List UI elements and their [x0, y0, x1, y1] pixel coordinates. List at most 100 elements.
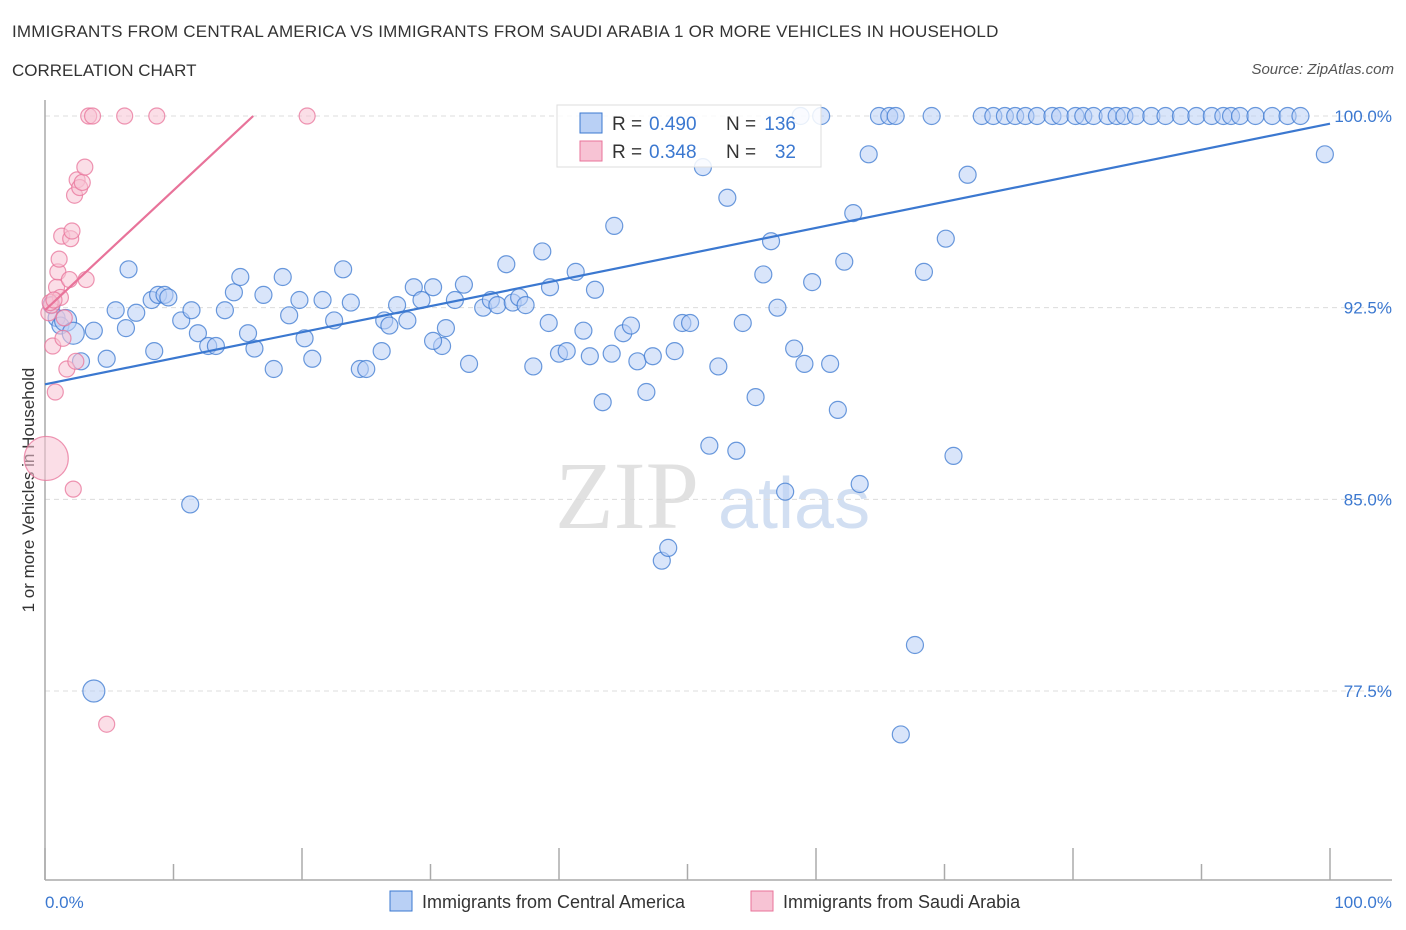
- scatter-point-central-america: [539, 313, 558, 333]
- watermark-atlas: atlas: [718, 464, 870, 544]
- chart-title: IMMIGRANTS FROM CENTRAL AMERICA VS IMMIG…: [12, 22, 999, 41]
- scatter-point-central-america: [905, 635, 925, 655]
- stats-legend-swatch-pink: [579, 140, 603, 162]
- scatter-point-central-america: [295, 329, 314, 348]
- scatter-point-central-america: [602, 344, 621, 363]
- scatter-point-saudi-arabia: [148, 107, 166, 125]
- scatter-point-saudi-arabia: [23, 435, 69, 482]
- scatter-point-central-america: [224, 283, 243, 302]
- scatter-point-central-america: [334, 260, 353, 279]
- series-legend: Immigrants from Central America Immigran…: [389, 890, 1021, 912]
- stats-legend-r-value-1: 0.348: [649, 142, 697, 163]
- legend-label-central-america: Immigrants from Central America: [422, 892, 686, 912]
- scatter-point-saudi-arabia: [46, 383, 64, 401]
- scatter-point-saudi-arabia: [83, 107, 102, 125]
- x-tick-label-max: 100.0%: [1334, 893, 1392, 912]
- scatter-point-central-america: [605, 216, 624, 235]
- legend-swatch-saudi-arabia: [750, 890, 774, 912]
- scatter-point-central-america: [785, 339, 804, 358]
- scatter-point-central-america: [914, 262, 934, 281]
- scatter-point-central-america: [585, 280, 605, 299]
- scatter-point-central-america: [637, 382, 656, 402]
- scatter-point-central-america: [215, 301, 234, 320]
- source-credit: Source: ZipAtlas.com: [1251, 61, 1394, 78]
- scatter-point-central-america: [516, 296, 535, 315]
- scatter-point-central-america: [828, 400, 847, 419]
- scatter-point-saudi-arabia: [298, 107, 316, 125]
- scatter-point-central-america: [372, 342, 391, 361]
- y-tick-label: 100.0%: [1334, 107, 1392, 126]
- scatter-point-central-america: [733, 313, 752, 333]
- scatter-point-central-america: [754, 265, 773, 284]
- stats-legend: R = 0.490 N = 136 R = 0.348 N = 32: [556, 104, 822, 168]
- scatter-point-central-america: [1051, 106, 1070, 126]
- x-tick-label-min: 0.0%: [45, 893, 84, 912]
- scatter-point-central-america: [574, 321, 593, 340]
- stats-legend-n-value-0: 136: [764, 114, 796, 135]
- scatter-point-central-america: [280, 306, 299, 325]
- scatter-point-central-america: [593, 393, 612, 412]
- scatter-point-central-america: [776, 482, 795, 501]
- scatter-point-central-america: [859, 145, 878, 164]
- scatter-point-central-america: [97, 349, 116, 368]
- scatter-point-central-america: [643, 347, 662, 366]
- scatter-point-central-america: [680, 313, 700, 333]
- scatter-point-central-america: [127, 303, 146, 322]
- scatter-point-central-america: [459, 354, 479, 373]
- scatter-point-central-america: [746, 388, 765, 407]
- stats-legend-r-value-0: 0.490: [649, 114, 697, 135]
- scatter-point-central-america: [795, 354, 814, 373]
- scatter-point-central-america: [1246, 106, 1265, 126]
- scatter-point-saudi-arabia: [98, 715, 116, 733]
- series-central-america-points: [42, 106, 1334, 744]
- scatter-point-central-america: [533, 242, 552, 261]
- y-tick-label: 85.0%: [1344, 490, 1392, 509]
- scatter-point-central-america: [700, 436, 719, 455]
- scatter-point-central-america: [454, 275, 474, 294]
- trendline-central-america: [44, 122, 1331, 386]
- scatter-point-central-america: [231, 267, 250, 287]
- stats-legend-r-label-1: R =: [612, 142, 642, 163]
- scatter-point-central-america: [1156, 106, 1175, 126]
- scatter-point-central-america: [238, 324, 258, 343]
- scatter-point-central-america: [835, 252, 854, 271]
- series-saudi-arabia-points: [23, 107, 316, 733]
- scatter-point-central-america: [1187, 106, 1206, 126]
- scatter-point-saudi-arabia: [64, 480, 82, 498]
- stats-legend-n-value-1: 32: [775, 142, 796, 163]
- scatter-point-central-america: [718, 188, 737, 207]
- scatter-point-saudi-arabia: [45, 291, 63, 309]
- scatter-point-central-america: [936, 229, 955, 248]
- scatter-point-central-america: [273, 267, 292, 287]
- scatter-point-saudi-arabia: [55, 309, 73, 327]
- scatter-point-central-america: [922, 106, 941, 126]
- scatter-point-central-america: [557, 342, 576, 361]
- scatter-point-central-america: [659, 538, 678, 557]
- scatter-point-central-america: [850, 474, 869, 494]
- scatter-point-central-america: [628, 352, 647, 371]
- scatter-point-central-america: [958, 165, 977, 184]
- scatter-point-central-america: [1291, 106, 1310, 126]
- scatter-point-central-america: [188, 324, 208, 343]
- scatter-point-saudi-arabia: [60, 270, 79, 289]
- scatter-point-central-america: [1315, 145, 1334, 164]
- scatter-point-central-america: [145, 342, 164, 361]
- scatter-point-central-america: [357, 359, 376, 379]
- scatter-point-central-america: [665, 342, 684, 361]
- scatter-point-central-america: [82, 679, 106, 703]
- scatter-point-central-america: [264, 359, 283, 379]
- legend-swatch-central-america: [389, 890, 413, 912]
- axes: [44, 100, 1392, 881]
- y-axis-label: 1 or more Vehicles in Household: [19, 368, 38, 613]
- scatter-point-central-america: [580, 347, 599, 366]
- legend-label-saudi-arabia: Immigrants from Saudi Arabia: [783, 892, 1021, 912]
- scatter-point-saudi-arabia: [67, 352, 85, 370]
- scatter-point-central-america: [436, 319, 456, 338]
- scatter-point-central-america: [524, 357, 543, 376]
- scatter-point-saudi-arabia: [73, 173, 91, 192]
- scatter-point-central-america: [84, 321, 103, 340]
- scatter-point-central-america: [159, 288, 178, 307]
- scatter-point-central-america: [313, 290, 332, 310]
- scatter-point-saudi-arabia: [63, 222, 81, 240]
